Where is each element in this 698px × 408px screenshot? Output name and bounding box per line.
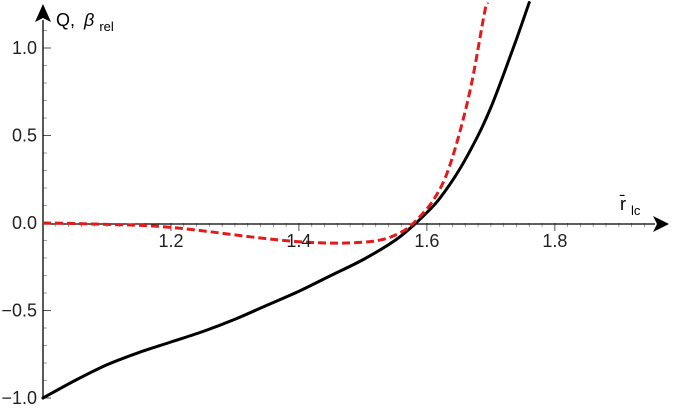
x-tick-labels: 1.2 1.4 1.6 1.8 bbox=[158, 231, 567, 251]
series-line-dashed bbox=[42, 1, 490, 245]
y-tick-label: 1.0 bbox=[12, 38, 37, 58]
x-tick-label: 1.8 bbox=[542, 231, 567, 251]
x-axis-title-main: r̄ bbox=[619, 194, 626, 214]
y-axis-title-main: Q, bbox=[56, 10, 75, 30]
x-tick-label: 1.4 bbox=[286, 231, 311, 251]
y-axis-title-beta: β bbox=[83, 10, 94, 30]
x-tick-label: 1.2 bbox=[158, 231, 183, 251]
y-axis-arrow-icon bbox=[35, 4, 51, 22]
x-axis-title-sub: lc bbox=[631, 203, 641, 218]
y-tick-labels: 1.0 0.5 0.0 −0.5 −1.0 bbox=[1, 38, 37, 408]
series-line-solid bbox=[41, 1, 531, 400]
series-layer bbox=[41, 1, 531, 400]
x-axis-title: r̄ lc bbox=[619, 194, 641, 218]
x-tick-label: 1.6 bbox=[414, 231, 439, 251]
y-axis-title: Q, β rel bbox=[56, 10, 114, 34]
y-tick-label: −1.0 bbox=[1, 388, 37, 408]
x-axis-arrow-icon bbox=[653, 216, 669, 232]
y-tick-label: 0.0 bbox=[12, 213, 37, 233]
y-axis-title-sub: rel bbox=[99, 19, 114, 34]
minor-ticks bbox=[43, 12, 658, 381]
y-tick-label: −0.5 bbox=[1, 301, 37, 321]
y-tick-label: 0.5 bbox=[12, 126, 37, 146]
